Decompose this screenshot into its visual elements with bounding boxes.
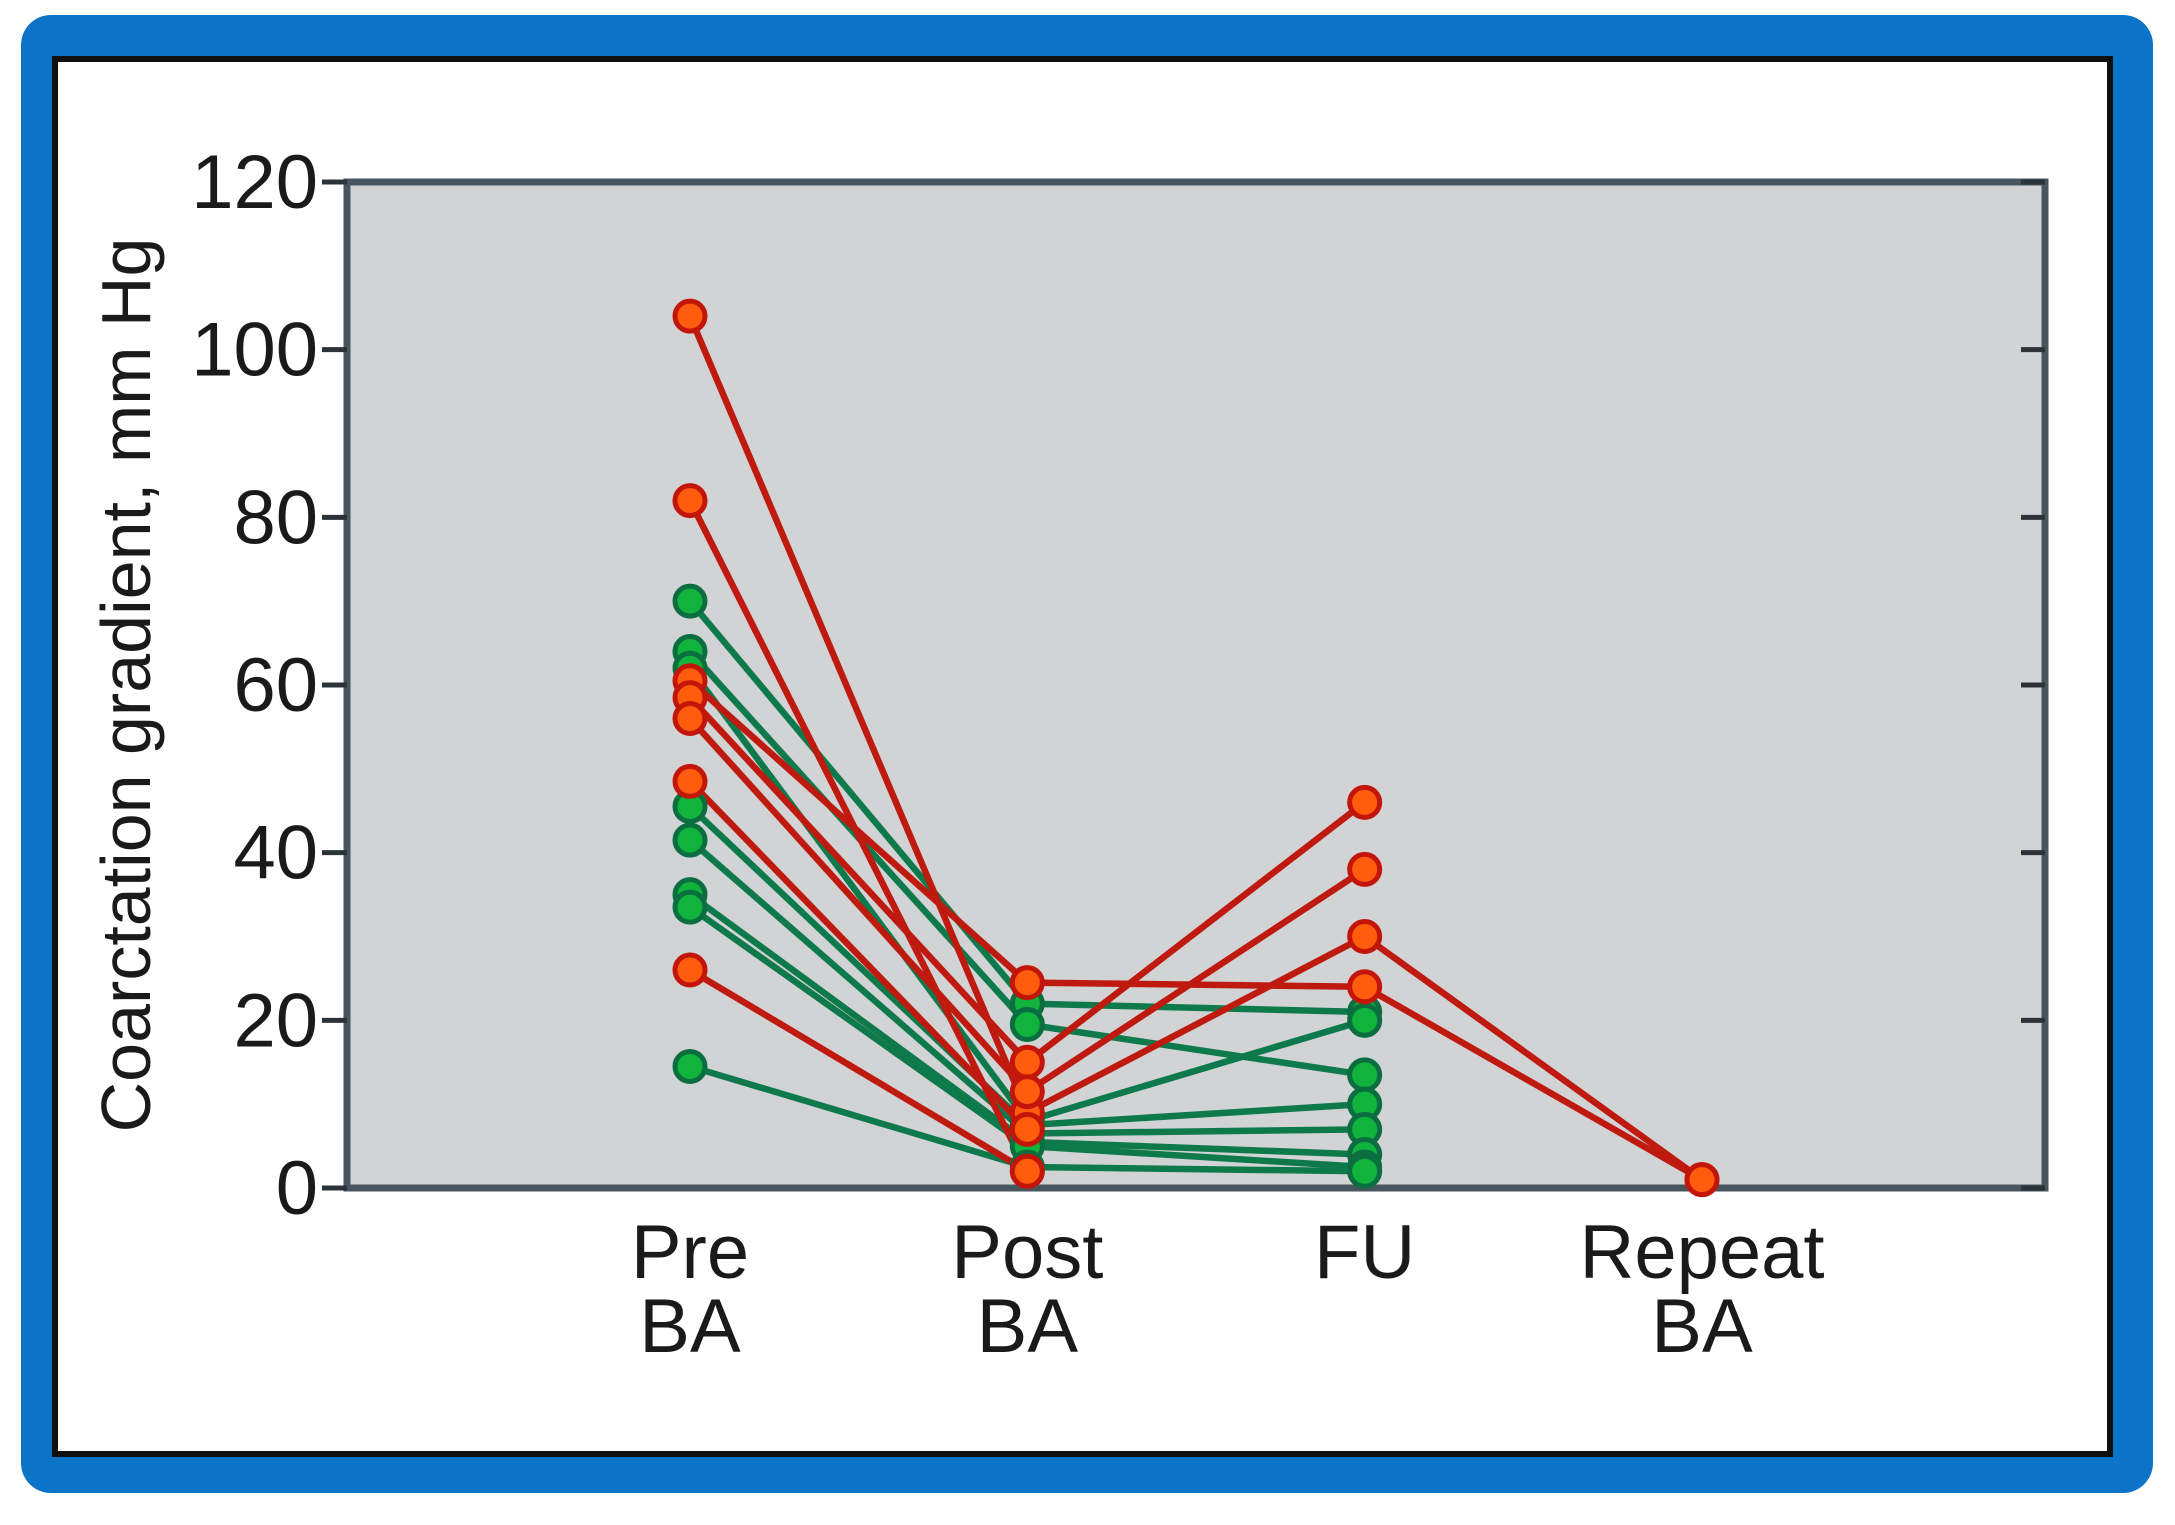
data-point-patient-9 bbox=[1009, 1007, 1045, 1043]
y-tick-label: 20 bbox=[233, 978, 318, 1063]
plot-area bbox=[343, 178, 2049, 1192]
data-point-patient-9 bbox=[1347, 1057, 1383, 1093]
data-point-patient-7 bbox=[1009, 1153, 1045, 1189]
data-point-patient-4 bbox=[1009, 1044, 1045, 1080]
data-point-patient-3 bbox=[1009, 965, 1045, 1001]
y-axis-title: Coarctation gradient, mm Hg bbox=[87, 238, 165, 1133]
trajectory-line-patient-7 bbox=[686, 966, 1031, 1175]
trajectory-line-patient-13 bbox=[686, 891, 1031, 1146]
data-point-patient-1 bbox=[1347, 919, 1383, 954]
trajectory-line-patient-3 bbox=[1024, 979, 1368, 991]
trajectory-line-patient-10 bbox=[1024, 1017, 1368, 1125]
data-point-patient-3 bbox=[1347, 969, 1383, 1005]
data-point-patient-5 bbox=[1009, 1074, 1045, 1110]
x-category-label: FU bbox=[1314, 1210, 1415, 1295]
data-point-patient-2 bbox=[672, 483, 708, 519]
data-point-patient-14 bbox=[672, 889, 708, 925]
y-tick-label: 120 bbox=[191, 140, 318, 225]
trajectory-line-patient-14 bbox=[686, 903, 1031, 1150]
trajectory-line-patient-1 bbox=[1024, 933, 1368, 1116]
data-point-patient-6 bbox=[1009, 1111, 1045, 1147]
y-tick-label: 80 bbox=[233, 475, 318, 560]
trajectory-line-patient-1 bbox=[1361, 933, 1706, 1183]
data-point-patient-8 bbox=[672, 583, 708, 619]
y-tick-label: 100 bbox=[191, 308, 318, 393]
y-tick-label: 60 bbox=[233, 643, 318, 728]
trajectory-line-patient-14 bbox=[1024, 1142, 1368, 1171]
trajectory-line-patient-15 bbox=[1024, 1163, 1368, 1175]
x-category-label: Repeat bbox=[1579, 1210, 1824, 1295]
x-category-label: Pre bbox=[631, 1210, 749, 1295]
x-category-label: Post bbox=[951, 1210, 1103, 1295]
data-point-patient-5 bbox=[1347, 851, 1383, 887]
data-point-patient-7 bbox=[672, 952, 708, 988]
data-point-patient-4 bbox=[1347, 784, 1383, 820]
trajectory-line-patient-3 bbox=[1361, 983, 1706, 1183]
x-category-label: BA bbox=[977, 1284, 1079, 1369]
trajectory-line-patient-4 bbox=[1024, 799, 1368, 1066]
data-point-patient-15 bbox=[1347, 1153, 1383, 1189]
x-category-label: BA bbox=[1651, 1284, 1753, 1369]
data-point-patient-5 bbox=[672, 701, 708, 737]
data-point-patient-1 bbox=[672, 298, 708, 334]
data-point-patient-10 bbox=[1347, 1002, 1383, 1038]
trajectory-line-patient-11 bbox=[1024, 1100, 1368, 1129]
trajectory-line-patient-5 bbox=[686, 715, 1031, 1095]
trajectory-line-patient-9 bbox=[1024, 1021, 1368, 1079]
trajectory-line-patient-1 bbox=[686, 312, 1031, 1116]
data-point-patient-12 bbox=[672, 822, 708, 858]
trajectory-line-patient-3 bbox=[686, 677, 1031, 986]
trajectory-line-patient-8 bbox=[1024, 1000, 1368, 1016]
y-tick-label: 0 bbox=[276, 1146, 318, 1231]
data-point-patient-15 bbox=[672, 1048, 708, 1084]
trajectory-line-patient-10 bbox=[686, 664, 1031, 1125]
trajectory-line-patient-12 bbox=[686, 836, 1031, 1137]
data-point-patient-6 bbox=[672, 763, 708, 799]
trajectory-line-patient-5 bbox=[1024, 866, 1368, 1095]
trajectory-line-patient-4 bbox=[686, 694, 1031, 1066]
trajectory-line-patient-6 bbox=[686, 778, 1031, 1133]
trajectory-line-patient-15 bbox=[686, 1063, 1031, 1171]
x-category-label: BA bbox=[639, 1284, 741, 1369]
trajectory-line-patient-12 bbox=[1024, 1126, 1368, 1137]
y-tick-label: 40 bbox=[233, 811, 318, 896]
data-point-patient-3 bbox=[1684, 1162, 1720, 1198]
trajectory-line-patient-13 bbox=[1024, 1138, 1368, 1158]
